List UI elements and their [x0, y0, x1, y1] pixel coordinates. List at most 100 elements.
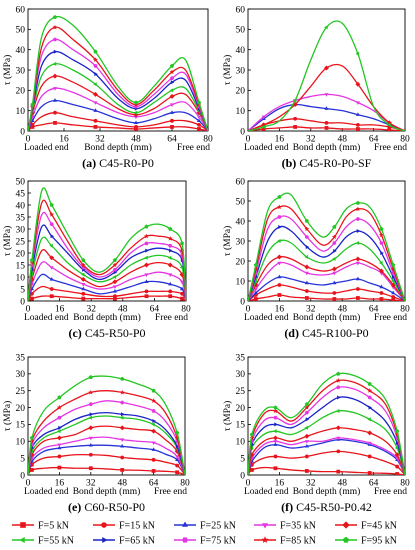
series-point	[337, 395, 341, 400]
series-point	[88, 452, 93, 457]
series-point	[119, 425, 125, 431]
y-tick-label: 0	[240, 471, 245, 481]
series-point	[180, 291, 184, 296]
series-point	[167, 236, 173, 241]
series-point	[356, 228, 361, 234]
series-point	[52, 14, 58, 19]
x-tick-label: 32	[95, 135, 105, 145]
y-tick-label: 40	[16, 46, 26, 56]
series-point	[29, 258, 35, 262]
series-point	[391, 290, 396, 295]
series-point	[367, 454, 372, 459]
x-axis-label: Bond depth (mm)	[293, 312, 361, 323]
x-tick-label: 48	[118, 305, 128, 315]
series-point	[52, 24, 58, 30]
series-point	[293, 116, 297, 121]
x-tick-label: 16	[275, 305, 285, 315]
series-point	[120, 468, 125, 472]
series-point	[276, 204, 282, 210]
series-point	[179, 280, 185, 285]
series-point	[52, 73, 58, 79]
series-point	[391, 262, 396, 267]
series-point	[277, 261, 282, 266]
series-point	[355, 240, 360, 246]
series-point	[52, 61, 57, 66]
series-point	[93, 64, 98, 68]
legend-marker	[101, 522, 107, 528]
series-point	[304, 443, 309, 448]
series-point	[52, 87, 58, 91]
series-point	[304, 433, 310, 439]
x-axis-label: Bond depth (mm)	[73, 312, 141, 323]
x-tick-label: 0	[26, 305, 31, 315]
series-point	[49, 294, 54, 299]
series-point	[367, 388, 373, 393]
chart-panel-3: 0 10 20 30 40 50 60 0 16 32 48 64 80 τ (MPa) Loaded en…	[222, 177, 410, 340]
series-point	[49, 243, 53, 248]
series-point	[379, 297, 384, 301]
series-point	[120, 443, 125, 448]
series-point	[57, 429, 61, 434]
series-point	[52, 37, 58, 42]
series-point	[249, 452, 255, 458]
series-point	[273, 454, 278, 459]
y-tick-label: 20	[236, 404, 246, 414]
legend-item: F=15 kN	[93, 521, 155, 532]
legend-marker	[19, 536, 25, 544]
series-point	[151, 428, 157, 434]
series-point	[355, 51, 360, 56]
x-tick-label: 0	[26, 479, 31, 489]
y-tick-label: 40	[16, 201, 26, 211]
legend-marker	[261, 536, 269, 544]
series-point	[273, 442, 278, 446]
y-tick-label: 20	[16, 87, 26, 97]
series-point	[50, 234, 55, 239]
y-tick-label: 20	[16, 249, 26, 259]
series-point	[49, 266, 54, 270]
y-tick-label: 60	[236, 177, 246, 187]
legend-item: F=65 kN	[93, 536, 155, 547]
y-tick-label: 20	[16, 404, 26, 414]
series-point	[133, 100, 139, 105]
legend-marker	[20, 522, 26, 528]
series-point	[119, 389, 125, 395]
x-tick-label: 16	[59, 135, 69, 145]
series-point	[273, 408, 278, 414]
series-point	[273, 435, 278, 441]
y-tick-label: 5	[240, 454, 245, 464]
series-line	[28, 411, 185, 475]
series-line	[28, 400, 185, 475]
series-point	[367, 430, 373, 436]
series-point	[144, 255, 148, 260]
series-point	[196, 118, 202, 123]
series-point	[355, 101, 360, 105]
series-point	[324, 126, 329, 130]
legend-item: F=55 kN	[12, 536, 74, 547]
x-tick-label: 64	[149, 479, 159, 489]
series-point	[305, 417, 310, 422]
x-tick-label: 48	[131, 135, 141, 145]
series-group	[28, 375, 185, 475]
series-point	[392, 274, 396, 280]
legend-marker	[102, 536, 108, 544]
series-point	[277, 215, 282, 219]
y-tick-label: 60	[16, 5, 26, 15]
y-tick-label: 40	[236, 46, 246, 56]
series-point	[120, 455, 125, 460]
series-point	[261, 124, 265, 129]
legend-item: F=5 kN	[12, 521, 69, 532]
x-tick-label: 48	[337, 135, 347, 145]
legend-item: F=85 kN	[254, 536, 316, 547]
series-line	[28, 75, 208, 131]
series-point	[304, 235, 309, 239]
series-point	[30, 102, 35, 107]
series-point	[175, 463, 180, 468]
series-point	[56, 435, 62, 441]
legend-item: F=45 kN	[335, 521, 397, 532]
series-point	[133, 115, 139, 120]
series-point	[379, 241, 384, 245]
x-tick-label: 16	[275, 479, 285, 489]
series-point	[391, 295, 396, 299]
legend-item: F=95 kN	[335, 536, 397, 547]
series-point	[167, 262, 173, 268]
